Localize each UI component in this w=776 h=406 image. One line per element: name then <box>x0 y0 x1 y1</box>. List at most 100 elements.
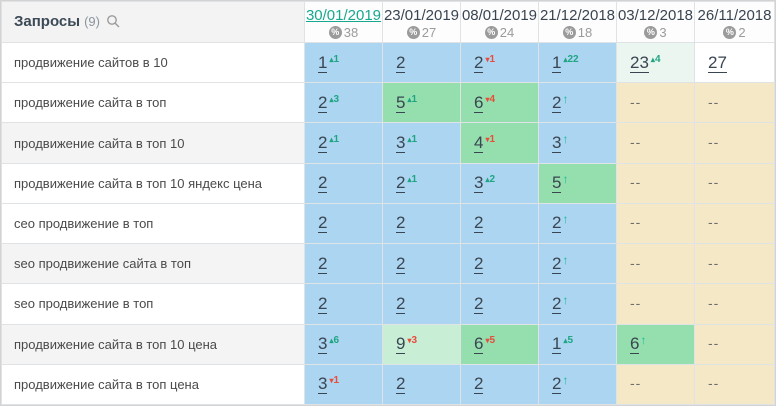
percent-badge: % 38 <box>305 24 382 41</box>
rank-link[interactable]: 3 <box>474 173 484 194</box>
rank-link[interactable]: 2 <box>318 213 328 234</box>
rank-link[interactable]: 2 <box>474 52 484 73</box>
rank-link[interactable]: 5 <box>396 92 406 113</box>
date-link[interactable]: 30/01/2019 <box>305 6 382 24</box>
rank-link[interactable]: 1 <box>318 52 328 73</box>
rank-cell: 2 <box>382 202 461 245</box>
table-row: продвижение сайта в топ 2 ▴3 5 ▴1 6 ▾4 2↑ -- -- <box>1 82 775 124</box>
rank-link[interactable]: 2 <box>396 253 406 274</box>
rank-link[interactable]: 2 <box>552 374 562 395</box>
rank-link[interactable]: 23 <box>630 52 649 73</box>
percent-badge: % 27 <box>383 24 460 41</box>
rank-cell: 2 <box>460 363 539 405</box>
no-data-dash: -- <box>708 214 720 231</box>
delta-up-indicator: ▴1 <box>407 94 417 105</box>
no-data-dash: -- <box>630 254 642 271</box>
rank-link[interactable]: 9 <box>396 334 406 355</box>
rank-cell: 4 ▾1 <box>460 122 539 164</box>
percent-badge: % 18 <box>539 24 616 41</box>
rank-link[interactable]: 2 <box>552 293 562 314</box>
rank-link[interactable]: 6 <box>474 334 484 355</box>
rank-link[interactable]: 3 <box>318 374 328 395</box>
rank-link[interactable]: 6 <box>474 92 484 113</box>
rank-cell-empty: -- <box>694 323 775 365</box>
search-icon[interactable] <box>106 14 120 28</box>
rank-cell: 2 <box>460 243 539 285</box>
rank-cell-empty: -- <box>616 162 695 204</box>
rank-link[interactable]: 6 <box>630 334 640 355</box>
rank-link[interactable]: 2 <box>396 293 406 314</box>
delta-value: 3 <box>411 335 418 347</box>
percent-value: 2 <box>738 24 746 40</box>
delta-value: 1 <box>333 375 340 387</box>
rank-link[interactable]: 2 <box>318 293 328 314</box>
delta-value: 1 <box>411 93 418 105</box>
up-arrow-icon: ↑ <box>640 333 647 348</box>
up-triangle-icon: ▴ <box>407 94 412 104</box>
rank-link[interactable]: 3 <box>552 133 562 154</box>
date-link[interactable]: 26/11/2018 <box>697 6 772 24</box>
query-label: продвижение сайта в топ 10 яндекс цена <box>1 162 305 204</box>
rank-link[interactable]: 2 <box>318 92 328 113</box>
rank-cell-empty: -- <box>694 162 775 204</box>
up-triangle-icon: ▴ <box>563 54 568 64</box>
delta-down-indicator: ▾1 <box>485 54 495 65</box>
date-link[interactable]: 23/01/2019 <box>383 6 460 24</box>
rank-link[interactable]: 2 <box>474 213 484 234</box>
rank-link[interactable]: 2 <box>552 213 562 234</box>
rank-link[interactable]: 2 <box>474 293 484 314</box>
delta-up-indicator: ▴4 <box>651 54 661 65</box>
rank-cell-empty: -- <box>616 363 695 405</box>
up-triangle-icon: ▴ <box>329 336 334 346</box>
no-data-dash: -- <box>708 375 720 392</box>
rank-link[interactable]: 2 <box>396 173 406 194</box>
rank-cell-empty: -- <box>616 283 695 325</box>
query-label: продвижение сайта в топ 10 <box>1 122 305 164</box>
rank-link[interactable]: 1 <box>552 52 562 73</box>
rank-link[interactable]: 2 <box>318 173 328 194</box>
rank-cell-empty: -- <box>694 122 775 164</box>
rank-cell: 6 ▾5 <box>460 323 539 365</box>
rank-link[interactable]: 3 <box>396 133 406 154</box>
delta-down-indicator: ▾1 <box>329 375 339 386</box>
rank-link[interactable]: 5 <box>552 173 562 194</box>
up-arrow-icon: ↑ <box>562 132 569 147</box>
rank-link[interactable]: 1 <box>552 334 562 355</box>
rank-cell: 5 ▴1 <box>382 82 461 124</box>
rank-link[interactable]: 2 <box>396 213 406 234</box>
rank-link[interactable]: 27 <box>708 52 727 73</box>
queries-count: (9) <box>84 14 100 29</box>
date-link[interactable]: 21/12/2018 <box>539 6 616 24</box>
rank-cell: 2 <box>382 363 461 405</box>
delta-value: 22 <box>567 53 579 65</box>
rank-cell-empty: -- <box>694 82 775 124</box>
rank-link[interactable]: 2 <box>318 133 328 154</box>
date-link[interactable]: 08/01/2019 <box>461 6 538 24</box>
rank-link[interactable]: 4 <box>474 133 484 154</box>
rank-cell: 3 ▴2 <box>460 162 539 204</box>
no-data-dash: -- <box>708 93 720 110</box>
up-triangle-icon: ▴ <box>650 54 655 64</box>
rank-link[interactable]: 2 <box>474 253 484 274</box>
percent-badge: % 3 <box>617 24 694 41</box>
table-row: продвижение сайтов в 10 1 ▴1 2 2 ▾1 1 ▴22 23 ▴4 27 <box>1 41 775 84</box>
table-row: продвижение сайта в топ 10 яндекс цена 2 2… <box>1 162 775 204</box>
rank-link[interactable]: 2 <box>474 374 484 395</box>
rank-link[interactable]: 2 <box>396 374 406 395</box>
up-arrow-icon: ↑ <box>562 292 569 307</box>
rank-link[interactable]: 3 <box>318 334 328 355</box>
delta-down-indicator: ▾3 <box>407 335 417 346</box>
up-triangle-icon: ▴ <box>407 135 412 145</box>
rank-link[interactable]: 2 <box>318 253 328 274</box>
up-arrow-icon: ↑ <box>562 172 569 187</box>
rank-link[interactable]: 2 <box>552 92 562 113</box>
percent-badge: % 24 <box>461 24 538 41</box>
delta-value: 5 <box>489 335 496 347</box>
query-label: продвижение сайта в топ цена <box>1 363 305 405</box>
rank-link[interactable]: 2 <box>396 52 406 73</box>
rank-link[interactable]: 2 <box>552 253 562 274</box>
rank-cell: 2↑ <box>538 82 617 124</box>
date-link[interactable]: 03/12/2018 <box>617 6 694 24</box>
delta-down-indicator: ▾1 <box>485 134 495 145</box>
